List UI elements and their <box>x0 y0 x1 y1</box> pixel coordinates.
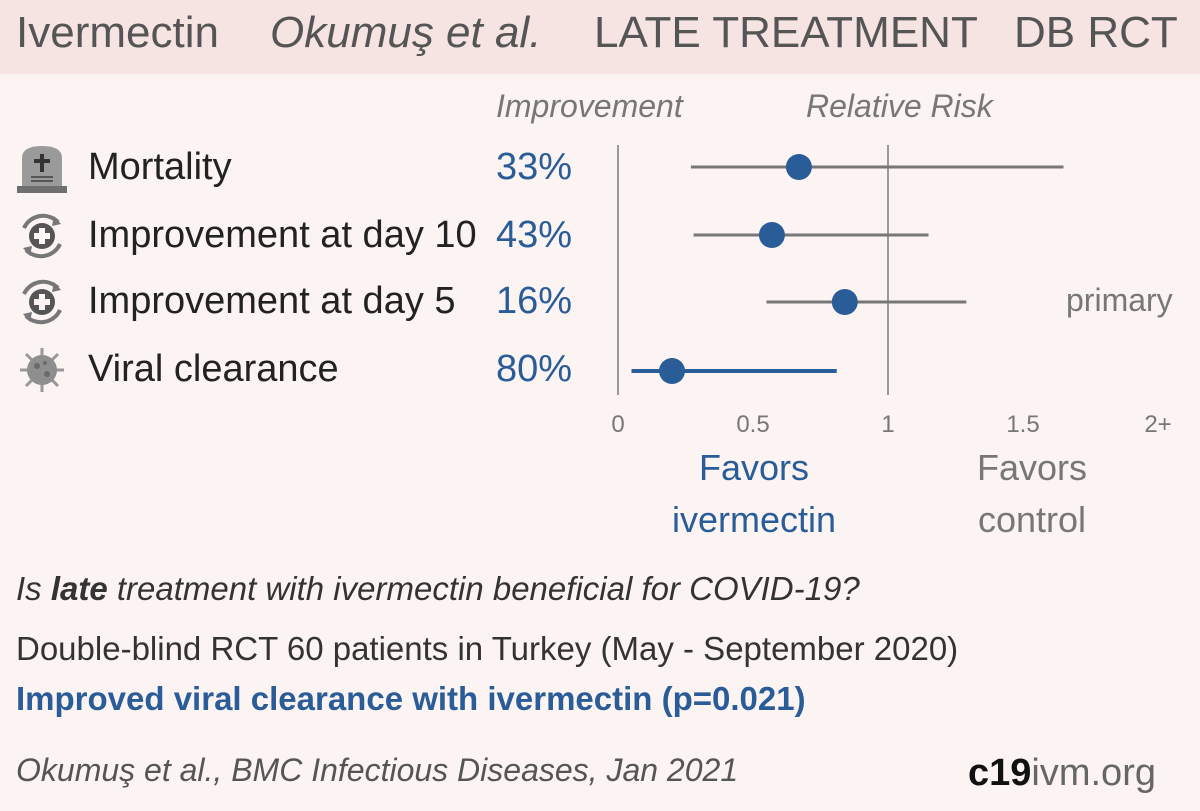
favors-ivermectin-line2: ivermectin <box>671 499 837 540</box>
study-description: Double-blind RCT 60 patients in Turkey (… <box>16 630 959 667</box>
outcome-row-mortality: Mortality 33% <box>0 140 600 196</box>
outcome-improvement: 16% <box>496 280 573 322</box>
brand-rest: ivm.org <box>1031 752 1156 794</box>
outcome-improvement: 43% <box>496 214 573 256</box>
outcome-label: Improvement at day 5 <box>88 280 456 322</box>
outcome-label: Mortality <box>88 146 232 188</box>
favors-ivermectin-line1: Favors <box>698 447 810 488</box>
outcome-row-improvement-day5: Improvement at day 5 16% <box>0 274 600 330</box>
x-tick-label: 0.5 <box>736 411 769 438</box>
point-estimate <box>785 154 812 180</box>
recovery-icon <box>22 279 62 325</box>
favors-ivermectin-label: Favors ivermectin <box>640 442 868 546</box>
study-question: Is late treatment with ivermectin benefi… <box>16 570 860 608</box>
authors-title: Okumuş et al. <box>270 8 542 57</box>
outcome-improvement: 33% <box>496 146 573 188</box>
drug-title: Ivermectin <box>16 8 219 57</box>
virus-icon <box>20 348 64 392</box>
header-bar: Ivermectin Okumuş et al. LATE TREATMENT … <box>0 0 1200 74</box>
design-title: DB RCT <box>1014 8 1178 57</box>
relative-risk-column-header: Relative Risk <box>806 88 993 124</box>
question-pre: Is <box>16 570 51 607</box>
tombstone-icon <box>17 146 67 193</box>
study-conclusion: Improved viral clearance with ivermectin… <box>16 680 806 717</box>
point-estimate <box>831 289 858 315</box>
brand-logo[interactable]: c19ivm.org <box>968 752 1156 795</box>
brand-bold: c19 <box>968 752 1032 794</box>
question-bold: late <box>50 570 108 607</box>
question-post: treatment with ivermectin beneficial for… <box>107 570 860 607</box>
primary-outcome-label: primary <box>1066 282 1173 318</box>
favors-control-line1: Favors <box>976 447 1088 488</box>
improvement-column-header: Improvement <box>496 88 683 124</box>
point-estimate <box>758 222 785 248</box>
outcome-improvement: 80% <box>496 348 573 390</box>
point-estimate <box>659 358 685 384</box>
x-tick-label: 1 <box>881 411 894 438</box>
outcome-label: Viral clearance <box>88 348 339 390</box>
outcome-label: Improvement at day 10 <box>88 214 477 256</box>
x-tick-label: 1.5 <box>1006 411 1039 438</box>
x-tick-label: 2+ <box>1144 411 1171 438</box>
citation: Okumuş et al., BMC Infectious Diseases, … <box>16 752 739 788</box>
recovery-icon <box>22 213 62 259</box>
favors-control-label: Favors control <box>920 442 1144 546</box>
favors-control-line2: control <box>977 499 1087 540</box>
stage-title: LATE TREATMENT <box>594 8 978 57</box>
outcome-row-improvement-day10: Improvement at day 10 43% <box>0 208 600 264</box>
outcome-row-viral-clearance: Viral clearance 80% <box>0 342 600 398</box>
x-tick-label: 0 <box>611 411 624 438</box>
